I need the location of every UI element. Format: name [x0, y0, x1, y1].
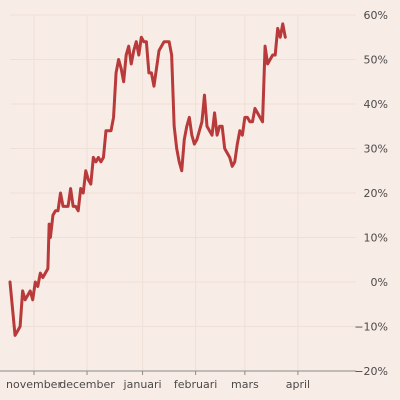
x-tick-label: mars: [231, 378, 259, 391]
x-tick-label: november: [6, 378, 62, 391]
y-tick-label: 30%: [364, 143, 388, 156]
y-tick-label: 50%: [364, 54, 388, 67]
y-tick-label: −20%: [354, 365, 388, 378]
y-tick-label: 60%: [364, 9, 388, 22]
x-tick-label: februari: [174, 378, 217, 391]
y-tick-label: 0%: [371, 276, 388, 289]
y-tick-label: 10%: [364, 232, 388, 245]
series-line: [8, 22, 287, 337]
y-tick-label: 40%: [364, 98, 388, 111]
series-layer: [8, 22, 287, 337]
x-tick-label: april: [286, 378, 310, 391]
x-tick-label: december: [59, 378, 115, 391]
axes: [0, 370, 356, 375]
y-tick-labels: −20% −10% 0% 10% 20% 30% 40% 50% 60%: [354, 9, 388, 378]
y-tick-label: −10%: [354, 321, 388, 334]
y-tick-label: 20%: [364, 187, 388, 200]
x-tick-label: januari: [123, 378, 162, 391]
